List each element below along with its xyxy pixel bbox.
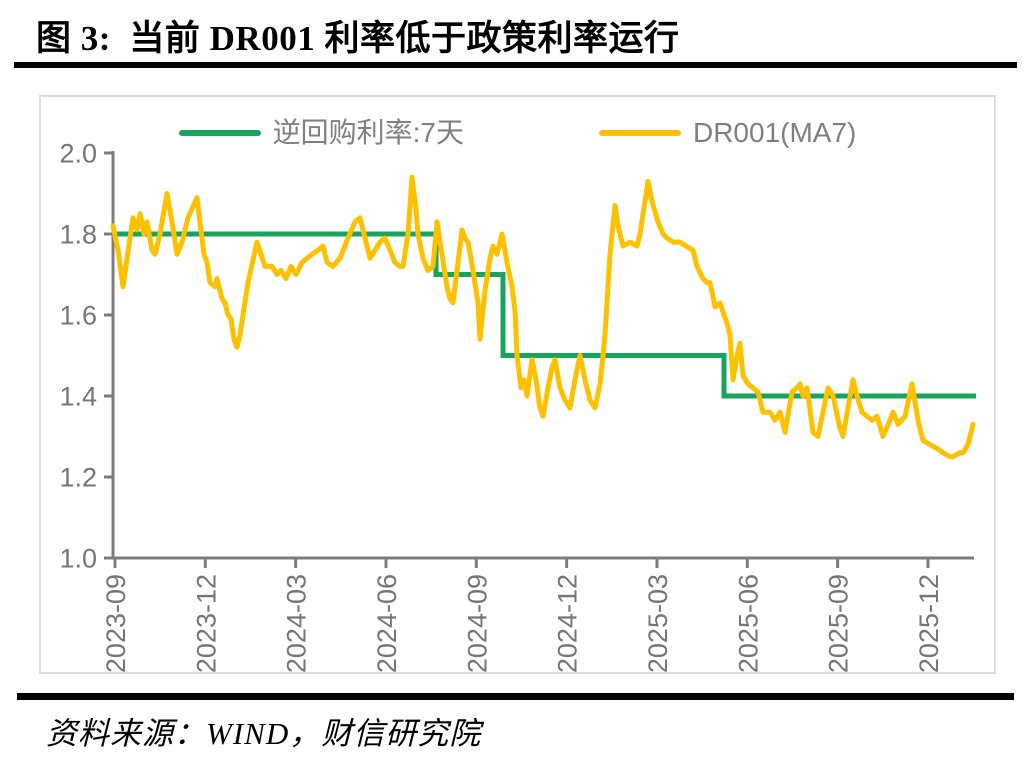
svg-text:1.4: 1.4	[59, 381, 97, 411]
svg-text:1.2: 1.2	[59, 462, 97, 492]
chart-legend: 逆回购利率:7天 DR001(MA7)	[41, 119, 994, 147]
svg-text:2024-12: 2024-12	[553, 574, 583, 672]
svg-text:2024-09: 2024-09	[462, 574, 492, 672]
legend-item-policy-rate: 逆回购利率:7天	[178, 117, 464, 148]
svg-text:2025-03: 2025-03	[643, 574, 673, 672]
policy-rate-legend-label: 逆回购利率:7天	[272, 117, 464, 148]
svg-text:2025-06: 2025-06	[733, 574, 763, 672]
svg-text:1.8: 1.8	[59, 219, 97, 249]
svg-text:2025-09: 2025-09	[824, 574, 854, 672]
title-divider	[14, 62, 1017, 68]
source-note: 资料来源：WIND，财信研究院	[46, 716, 482, 751]
chart-panel: 逆回购利率:7天 DR001(MA7) 2.0 1.8 1.6 1.4 1.2 1.0 20…	[39, 95, 996, 674]
footer-divider	[17, 693, 1014, 700]
svg-text:1.6: 1.6	[59, 300, 97, 330]
svg-text:2023-09: 2023-09	[101, 574, 131, 672]
dr001-line-swatch	[598, 130, 681, 136]
svg-text:1.0: 1.0	[59, 543, 97, 573]
svg-text:2025-12: 2025-12	[914, 574, 944, 672]
svg-text:2024-06: 2024-06	[372, 574, 402, 672]
dr001-legend-label: DR001(MA7)	[692, 117, 857, 148]
svg-text:2.0: 2.0	[59, 138, 97, 168]
policy-rate-line-swatch	[178, 130, 261, 136]
svg-text:2024-03: 2024-03	[282, 574, 312, 672]
legend-item-dr001: DR001(MA7)	[598, 117, 857, 148]
svg-text:2023-12: 2023-12	[191, 574, 221, 672]
figure-title: 图 3: 当前 DR001 利率低于政策利率运行	[36, 19, 680, 58]
